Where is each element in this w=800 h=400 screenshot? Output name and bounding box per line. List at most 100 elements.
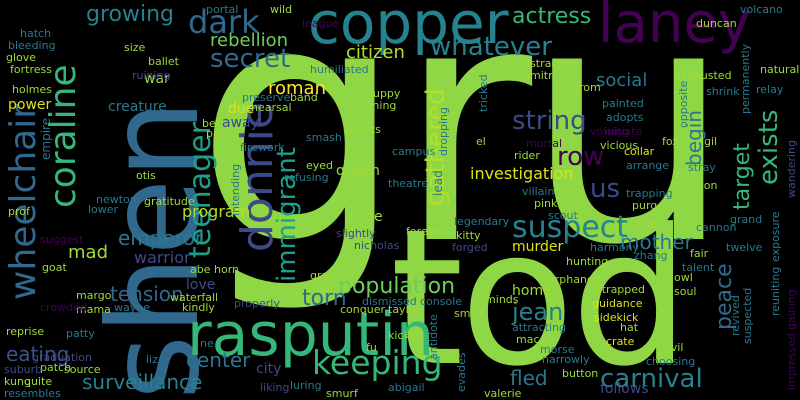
word-villain: villain — [522, 185, 555, 198]
word-pink: pink — [534, 197, 558, 210]
word-evades: evades — [455, 352, 468, 393]
word-holmes: holmes — [12, 83, 52, 96]
word-roman: roman — [268, 78, 326, 99]
word-slightly: slightly — [336, 227, 376, 240]
word-emperor: emperor — [118, 226, 204, 250]
word-horn: horn — [214, 263, 240, 276]
word-purge: purge — [632, 199, 665, 212]
word-goat: goat — [42, 261, 67, 274]
word-revived: revived — [729, 295, 742, 336]
word-granny: granny — [310, 269, 349, 282]
word-wheelchair: wheelchair — [3, 103, 44, 300]
word-abigail: abigail — [388, 381, 425, 394]
word-laney: laney — [598, 0, 751, 56]
word-string: string — [512, 106, 587, 136]
word-row: row — [557, 142, 605, 172]
word-distracted: distracted — [520, 57, 576, 70]
word-exists: exists — [754, 109, 784, 185]
word-ballet: ballet — [148, 55, 179, 68]
word-initiate: initiate — [604, 125, 643, 138]
word-shrink: shrink — [706, 85, 740, 98]
word-narrowly: narrowly — [542, 353, 590, 366]
word-forever: forever — [406, 225, 446, 238]
word-center: center — [186, 348, 251, 372]
word-program: program — [182, 202, 251, 221]
word-tricked: tricked — [477, 74, 490, 112]
word-bet: bet — [202, 117, 221, 130]
word-warrior: warrior — [134, 248, 191, 267]
word-us: us — [590, 174, 621, 204]
word-fair: fair — [690, 247, 709, 260]
word-trapping: trapping — [626, 187, 673, 200]
word-lower: lower — [88, 203, 119, 216]
word-patch: patch — [40, 361, 72, 374]
word-orphaned: orphaned — [548, 273, 601, 286]
word-whatever: whatever — [430, 32, 552, 62]
word-impressed: impressed — [785, 332, 798, 390]
word-zhang: zhang — [634, 249, 668, 262]
word-mac: mac — [516, 333, 540, 346]
word-newton: newton — [96, 193, 137, 206]
word-puppy: puppy — [366, 87, 401, 100]
word-murder: murder — [512, 239, 564, 255]
word-league: league — [302, 17, 340, 30]
word-citizen: citizen — [346, 42, 405, 63]
word-dropping: dropping — [437, 107, 450, 156]
word-wayne: wayne — [114, 301, 150, 314]
word-follows: follows — [600, 381, 649, 397]
word-arrange: arrange — [626, 159, 670, 172]
word-morse: morse — [540, 343, 575, 356]
word-el: el — [476, 135, 486, 148]
word-kitty: kitty — [456, 229, 481, 242]
word-empire: empire — [39, 117, 53, 160]
word-surveillance: surveillance — [82, 370, 203, 394]
word-immigrant: immigrant — [272, 147, 302, 282]
word-actress: actress — [512, 4, 592, 29]
word-da: da — [316, 283, 330, 296]
word-fu: fu — [366, 341, 377, 354]
word-size: size — [124, 41, 146, 54]
word-tod: tod — [390, 189, 690, 400]
word-carnival: carnival — [600, 364, 703, 394]
word-harmony: harmony — [590, 241, 639, 254]
word-kung: kung — [4, 375, 31, 388]
word-population: population — [338, 274, 456, 299]
word-liking: liking — [260, 381, 290, 394]
word-eating: eating — [6, 342, 70, 366]
word-social: social — [596, 70, 648, 91]
word-margo: margo — [76, 289, 112, 302]
word-reminds: reminds — [474, 293, 519, 306]
word-love: love — [186, 277, 216, 293]
word-theatre: theatre — [388, 177, 429, 190]
word-antidote: antidote — [427, 314, 440, 360]
word-firework: firework — [240, 141, 285, 154]
word-grand: grand — [730, 213, 763, 226]
word-ne: ne — [200, 337, 214, 350]
word-strapped: strapped — [596, 283, 646, 296]
word-gratitude: gratitude — [144, 195, 195, 208]
word-investigation: investigation — [470, 164, 574, 183]
word-opposite: opposite — [677, 80, 690, 128]
word-growing: growing — [86, 2, 174, 27]
word-fled: fled — [510, 366, 548, 390]
word-gru: gru — [195, 0, 733, 317]
word-hat: hat — [620, 321, 639, 334]
word-exposure: exposure — [769, 211, 782, 262]
word-mama: mama — [76, 303, 111, 316]
word-copper: copper — [308, 0, 509, 57]
word-sidekick: sidekick — [594, 311, 639, 324]
word-attracting: attracting — [512, 321, 567, 334]
word-abe: abe — [190, 263, 211, 276]
word-prom: prom — [572, 81, 601, 94]
word-prof: prof — [8, 205, 30, 218]
word-suggest: suggest — [40, 233, 84, 246]
word-talent: talent — [682, 261, 715, 274]
word-guidance: guidance — [592, 297, 643, 310]
word-cannon: cannon — [696, 221, 737, 234]
word-volcano: volcano — [740, 3, 783, 16]
word-kicked: kicked — [388, 329, 424, 342]
word-preserve: preserve — [242, 91, 291, 104]
word-mother: mother — [620, 230, 693, 254]
word-greets: greets — [346, 123, 381, 136]
word-rehearsal: rehearsal — [240, 101, 292, 114]
